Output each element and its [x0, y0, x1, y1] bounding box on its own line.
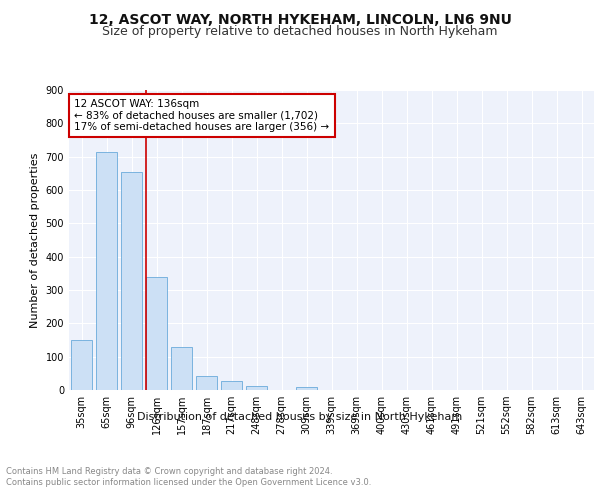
Y-axis label: Number of detached properties: Number of detached properties [30, 152, 40, 328]
Bar [221, 380, 242, 390]
Text: Distribution of detached houses by size in North Hykeham: Distribution of detached houses by size … [137, 412, 463, 422]
Bar [171, 346, 192, 390]
Bar [121, 172, 142, 390]
Text: Size of property relative to detached houses in North Hykeham: Size of property relative to detached ho… [102, 25, 498, 38]
Text: 12, ASCOT WAY, NORTH HYKEHAM, LINCOLN, LN6 9NU: 12, ASCOT WAY, NORTH HYKEHAM, LINCOLN, L… [89, 12, 511, 26]
Text: 12 ASCOT WAY: 136sqm
← 83% of detached houses are smaller (1,702)
17% of semi-de: 12 ASCOT WAY: 136sqm ← 83% of detached h… [74, 99, 329, 132]
Bar [146, 276, 167, 390]
Text: Contains HM Land Registry data © Crown copyright and database right 2024.
Contai: Contains HM Land Registry data © Crown c… [6, 468, 371, 487]
Bar [246, 386, 267, 390]
Bar [296, 387, 317, 390]
Bar [71, 340, 92, 390]
Bar [96, 152, 117, 390]
Bar [196, 376, 217, 390]
